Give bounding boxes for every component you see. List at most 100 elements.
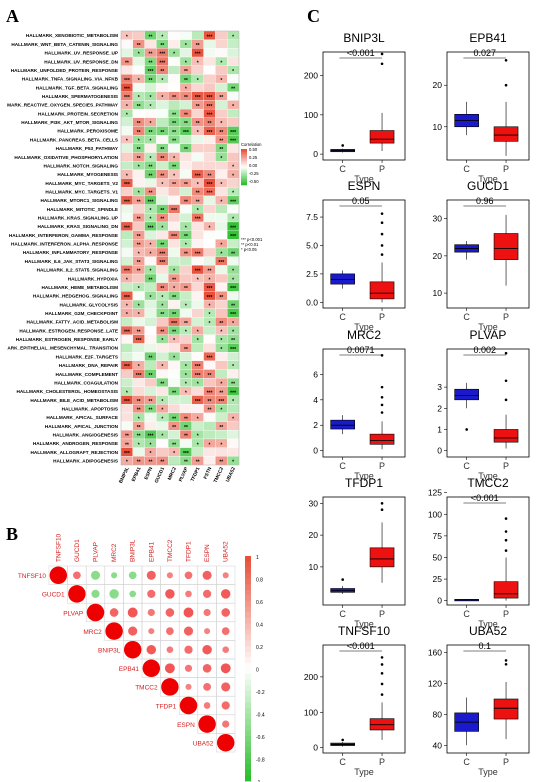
heatmap-cell [156,352,169,361]
heatmap-cell [191,152,204,162]
heatmap-significance-mark: ** [160,312,164,318]
heatmap-significance-mark: * [126,112,128,118]
heatmap-cell [168,369,181,379]
heatmap-significance-mark: *** [207,130,213,136]
heatmap-cell [120,230,133,240]
heatmap-cell [168,56,181,66]
heatmap-significance-mark: * [150,121,152,127]
heatmap-cell [168,213,181,223]
boxplot-outlier [380,244,384,247]
corrplot-scale-label: -0.6 [256,735,265,741]
corrplot-row-label: TFDP1 [156,703,177,710]
heatmap-cell [168,378,181,388]
heatmap-row-label: HALLMARK_P53_PATHWAY [56,146,119,151]
heatmap-cell [132,221,145,231]
heatmap-significance-mark: * [197,208,199,214]
heatmap-significance-mark: ** [149,373,153,379]
heatmap-cell [179,291,192,301]
heatmap-cell [191,143,204,153]
boxplot-box [493,126,519,142]
heatmap-cell [203,74,216,84]
heatmap-cell [203,56,216,66]
heatmap-significance-mark: * [220,251,222,257]
boxplot-outlier [504,59,508,62]
heatmap-row-label: HALLMARK_HYPOXIA [68,276,119,281]
corrplot-scale-label: -1 [256,780,261,782]
heatmap-cell [191,161,204,171]
boxplot-frame [322,644,406,754]
corrplot-scale-step [245,724,251,731]
heatmap-significance-mark: ** [231,86,235,92]
boxplot-ytick-label: 30 [309,498,319,508]
heatmap-cell [215,108,228,118]
corrplot-circle [105,622,123,640]
heatmap-significance-mark: ** [149,173,153,179]
heatmap-significance-mark: * [220,338,222,344]
legend-tick-label: -0.50 [249,179,259,184]
heatmap-cell [156,421,169,431]
legend-gradient-step [241,171,247,174]
heatmap-cell [120,48,133,58]
heatmap-significance-mark: * [138,303,140,309]
boxplot-ytick-label: 80 [433,709,443,719]
boxplot-gene-title: MRC2 [347,328,381,342]
heatmap-row-label: HALLMARK_COMPLEMENT [56,372,119,377]
boxplot-outlier [380,385,384,389]
heatmap-significance-mark: ** [231,338,235,344]
boxplot-ytick-label: 2 [437,403,442,413]
heatmap-significance-mark: *** [218,260,224,266]
corrplot-circle [91,589,100,599]
boxplot-pvalue: 0.027 [473,48,496,58]
heatmap-significance-mark: ** [184,69,188,75]
boxplot-outlier [380,52,384,56]
heatmap-cell [156,438,169,448]
corrplot-circle [49,566,68,585]
boxplot-outlier [504,659,508,662]
heatmap-significance-mark: * [197,338,199,344]
heatmap-significance-mark: * [220,156,222,162]
heatmap-significance-mark: *** [124,295,130,301]
heatmap-cell [156,135,169,144]
legend-gradient-step [241,179,247,181]
corrplot-circle [220,589,231,599]
heatmap-cell [120,126,133,136]
legend-tick-label: 0.25 [249,155,258,160]
heatmap-significance-mark: * [185,373,187,379]
heatmap-significance-mark: ** [184,416,188,422]
heatmap-significance-mark: ** [172,182,176,188]
heatmap-row-label: HALLMARK_PEROXISOME [57,129,118,134]
boxplot-ytick-label: 100 [304,110,318,120]
corrplot-circle [220,663,231,674]
heatmap-significance-mark: * [161,182,163,188]
corrplot-scale-label: -0.2 [256,690,265,696]
corrplot-scale-step [245,713,251,720]
heatmap-significance-mark: * [150,139,152,145]
heatmap-significance-mark: ** [184,347,188,353]
heatmap-significance-mark: * [185,329,187,335]
heatmap-significance-mark: *** [230,312,236,318]
heatmap-significance-mark: ** [137,408,141,414]
boxplot-gene-title: TFDP1 [345,476,383,490]
heatmap-cell [132,273,145,283]
heatmap-cell [156,195,169,205]
corrplot-circle [202,663,212,673]
heatmap-significance-mark: * [138,312,140,318]
boxplot-gene-title: GUCD1 [467,179,509,193]
heatmap-cell [120,282,133,292]
heatmap-significance-mark: * [138,442,140,448]
boxplot-ytick-label: 30 [433,214,443,224]
boxplot-group-label: P [503,461,509,471]
heatmap-significance-mark: *** [195,373,201,379]
boxplot-frame [322,51,406,161]
heatmap-significance-mark: * [138,251,140,257]
heatmap-significance-mark: ** [160,217,164,223]
heatmap-significance-mark: * [161,95,163,101]
heatmap-significance-mark: *** [171,234,177,240]
corrplot-row-label: TNFSF10 [18,573,47,580]
boxplot-box [369,433,395,445]
heatmap-significance-mark: ** [160,69,164,75]
heatmap-significance-mark: * [197,434,199,440]
corrplot-circle [222,646,230,654]
boxplot-xlabel: Type [478,174,498,184]
